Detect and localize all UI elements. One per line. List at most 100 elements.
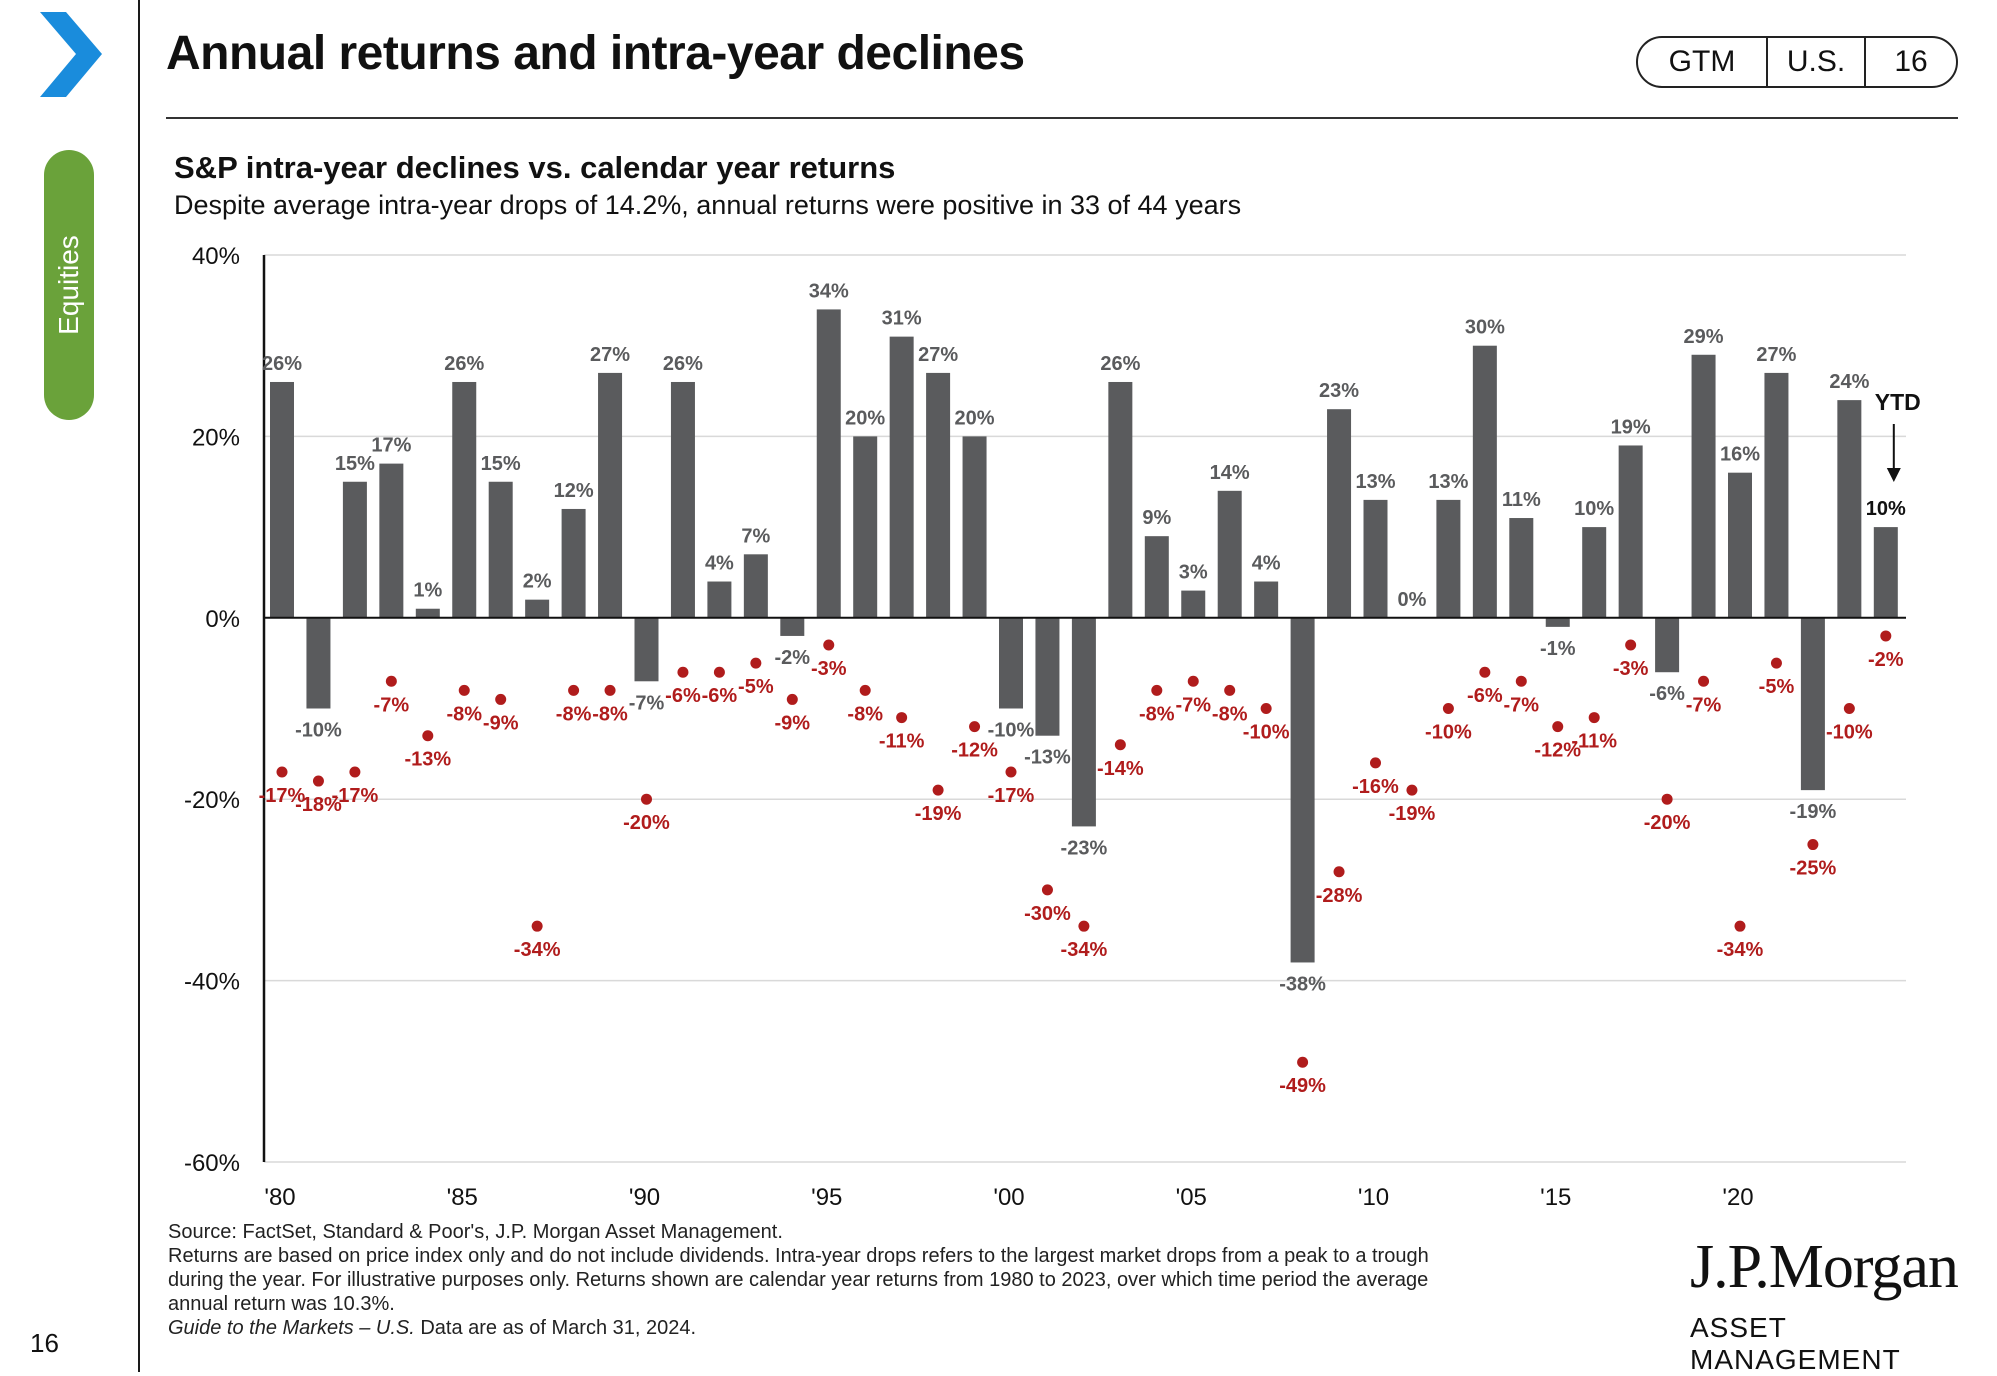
section-tab-label: Equities xyxy=(53,235,84,335)
return-bar xyxy=(1181,590,1206,618)
decline-dot xyxy=(932,784,944,796)
return-label: 23% xyxy=(1319,380,1359,402)
return-label: 17% xyxy=(371,435,411,457)
return-label: 15% xyxy=(335,453,375,475)
return-label: -10% xyxy=(295,720,342,742)
x-tick-label: '85 xyxy=(447,1184,478,1211)
return-label: 26% xyxy=(262,353,302,375)
return-label: -1% xyxy=(1540,638,1576,660)
return-label: 24% xyxy=(1829,371,1869,393)
decline-label: -34% xyxy=(1717,939,1764,961)
return-label: 27% xyxy=(590,344,630,366)
decline-label: -20% xyxy=(623,812,670,834)
page-title: Annual returns and intra-year declines xyxy=(166,27,1025,80)
decline-label: -2% xyxy=(1868,649,1904,671)
return-label: -23% xyxy=(1061,837,1108,859)
x-tick-label: '10 xyxy=(1358,1184,1389,1211)
return-bar xyxy=(525,599,550,618)
decline-label: -7% xyxy=(1504,694,1540,716)
return-bar xyxy=(780,617,805,636)
return-label: 10% xyxy=(1866,498,1906,520)
return-bar xyxy=(1327,409,1352,618)
return-label: 27% xyxy=(1756,344,1796,366)
x-tick-label: '95 xyxy=(811,1184,842,1211)
return-label: 31% xyxy=(882,308,922,330)
decline-label: -25% xyxy=(1790,858,1837,880)
chart-title: S&P intra-year declines vs. calendar yea… xyxy=(174,150,896,185)
return-bar xyxy=(1800,617,1825,791)
return-bar xyxy=(1873,527,1898,618)
return-bar xyxy=(1254,581,1279,618)
return-label: 1% xyxy=(413,580,442,602)
decline-dot xyxy=(568,684,580,696)
decline-dot xyxy=(823,639,835,651)
return-label: 2% xyxy=(523,571,552,593)
decline-label: -17% xyxy=(259,785,306,807)
return-label: 13% xyxy=(1428,471,1468,493)
decline-dot xyxy=(1151,684,1163,696)
decline-label: -9% xyxy=(483,712,519,734)
decline-dot xyxy=(1005,766,1017,778)
decline-dot xyxy=(1442,703,1454,714)
decline-label: -30% xyxy=(1024,903,1071,925)
return-label: -2% xyxy=(775,647,811,669)
return-label: 26% xyxy=(663,353,703,375)
decline-label: -3% xyxy=(1613,658,1649,680)
return-label: 11% xyxy=(1502,489,1541,511)
section-tab-equities[interactable]: Equities xyxy=(44,150,94,420)
return-bar xyxy=(1108,381,1133,618)
decline-dot xyxy=(677,666,689,678)
return-bar xyxy=(1472,345,1497,618)
footnote-guide-date: Data are as of March 31, 2024. xyxy=(414,1317,697,1339)
decline-dot xyxy=(1187,675,1199,687)
y-tick-label: 20% xyxy=(192,424,240,451)
logo-subtitle: ASSET MANAGEMENT xyxy=(1690,1312,1901,1375)
decline-label: -17% xyxy=(332,785,379,807)
return-bar xyxy=(962,436,987,618)
decline-dot xyxy=(713,666,725,678)
decline-label: -10% xyxy=(1425,722,1472,744)
return-bar xyxy=(415,608,440,618)
badge-gtm: GTM xyxy=(1638,38,1768,86)
decline-dot xyxy=(1297,1056,1309,1068)
return-label: 0% xyxy=(1397,589,1426,611)
decline-dot xyxy=(1770,657,1782,669)
decline-label: -17% xyxy=(988,785,1035,807)
page-number: 16 xyxy=(30,1328,59,1358)
return-bar xyxy=(816,309,841,618)
decline-dot xyxy=(859,684,871,696)
return-bar xyxy=(1582,527,1607,618)
return-bar xyxy=(1691,354,1716,618)
decline-dot xyxy=(641,793,652,805)
decline-label: -8% xyxy=(446,703,482,725)
return-label: 4% xyxy=(705,553,734,575)
footnote-source: Source: FactSet, Standard & Poor's, J.P.… xyxy=(168,1221,783,1243)
decline-dot xyxy=(1406,784,1418,796)
return-bar xyxy=(670,381,695,618)
decline-dot xyxy=(458,684,470,696)
return-bar xyxy=(1363,499,1388,618)
return-label: 20% xyxy=(955,407,995,429)
return-label: -6% xyxy=(1649,683,1685,705)
return-bar xyxy=(1728,472,1752,618)
x-tick-label: '90 xyxy=(629,1184,660,1211)
y-tick-label: 0% xyxy=(205,606,240,633)
decline-dot xyxy=(1333,866,1345,878)
jpmorgan-logo: J.P.Morgan xyxy=(1690,1233,1959,1301)
decline-label: -34% xyxy=(1061,939,1108,961)
decline-label: -8% xyxy=(847,703,883,725)
decline-label: -8% xyxy=(1212,703,1248,725)
return-bar xyxy=(1035,617,1060,736)
decline-label: -12% xyxy=(1534,740,1581,762)
decline-label: -28% xyxy=(1316,885,1363,907)
decline-dot xyxy=(1224,684,1236,696)
return-label: -10% xyxy=(988,720,1035,742)
return-bar xyxy=(452,381,477,618)
decline-dot xyxy=(1078,920,1090,932)
return-bar xyxy=(889,336,914,618)
footnote-line: annual return was 10.3%. xyxy=(168,1293,395,1315)
decline-label: -18% xyxy=(295,794,342,816)
decline-dot xyxy=(1041,884,1053,896)
decline-label: -5% xyxy=(738,676,774,698)
return-bar xyxy=(1837,400,1862,618)
